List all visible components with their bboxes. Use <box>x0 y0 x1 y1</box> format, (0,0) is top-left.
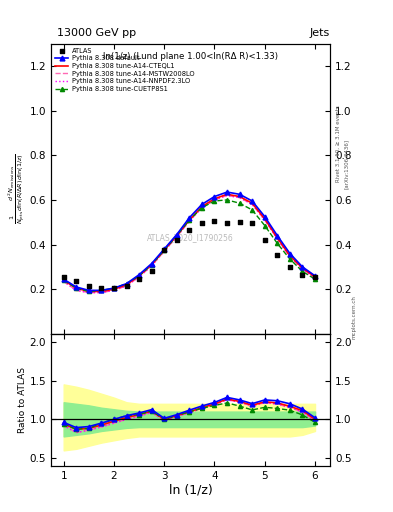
Point <box>136 275 142 283</box>
Point <box>299 271 306 279</box>
Text: Rivet 3.1.10, ≥ 3.1M events: Rivet 3.1.10, ≥ 3.1M events <box>336 105 341 182</box>
Text: ln(1/z) (Lund plane 1.00<ln(RΔ R)<1.33): ln(1/z) (Lund plane 1.00<ln(RΔ R)<1.33) <box>103 52 278 61</box>
Point <box>249 219 255 227</box>
Point <box>186 226 193 234</box>
Point <box>274 250 281 259</box>
Legend: ATLAS, Pythia 8.308 default, Pythia 8.308 tune-A14-CTEQL1, Pythia 8.308 tune-A14: ATLAS, Pythia 8.308 default, Pythia 8.30… <box>54 47 195 93</box>
X-axis label: ln (1/z): ln (1/z) <box>169 483 213 497</box>
Point <box>211 217 218 225</box>
Text: Jets: Jets <box>309 28 329 38</box>
Y-axis label: Ratio to ATLAS: Ratio to ATLAS <box>18 367 27 433</box>
Text: mcplots.cern.ch: mcplots.cern.ch <box>352 295 357 339</box>
Text: ATLAS_2020_I1790256: ATLAS_2020_I1790256 <box>147 233 234 243</box>
Text: [arXiv:1306.3436]: [arXiv:1306.3436] <box>344 139 349 189</box>
Point <box>61 273 67 281</box>
Point <box>73 278 79 286</box>
Point <box>237 218 243 226</box>
Point <box>312 273 318 281</box>
Point <box>149 267 155 275</box>
Point <box>224 219 230 227</box>
Point <box>287 263 293 271</box>
Y-axis label: $\frac{1}{N_\mathrm{jets}}\frac{d^2 N_\mathrm{emissions}}{d\ln(R/\Delta R)\,d\ln: $\frac{1}{N_\mathrm{jets}}\frac{d^2 N_\m… <box>6 153 27 224</box>
Point <box>86 282 92 290</box>
Point <box>98 284 105 292</box>
Point <box>199 219 205 227</box>
Point <box>111 284 117 292</box>
Text: 13000 GeV pp: 13000 GeV pp <box>57 28 136 38</box>
Point <box>174 236 180 244</box>
Point <box>161 246 167 254</box>
Point <box>262 236 268 244</box>
Point <box>123 282 130 290</box>
